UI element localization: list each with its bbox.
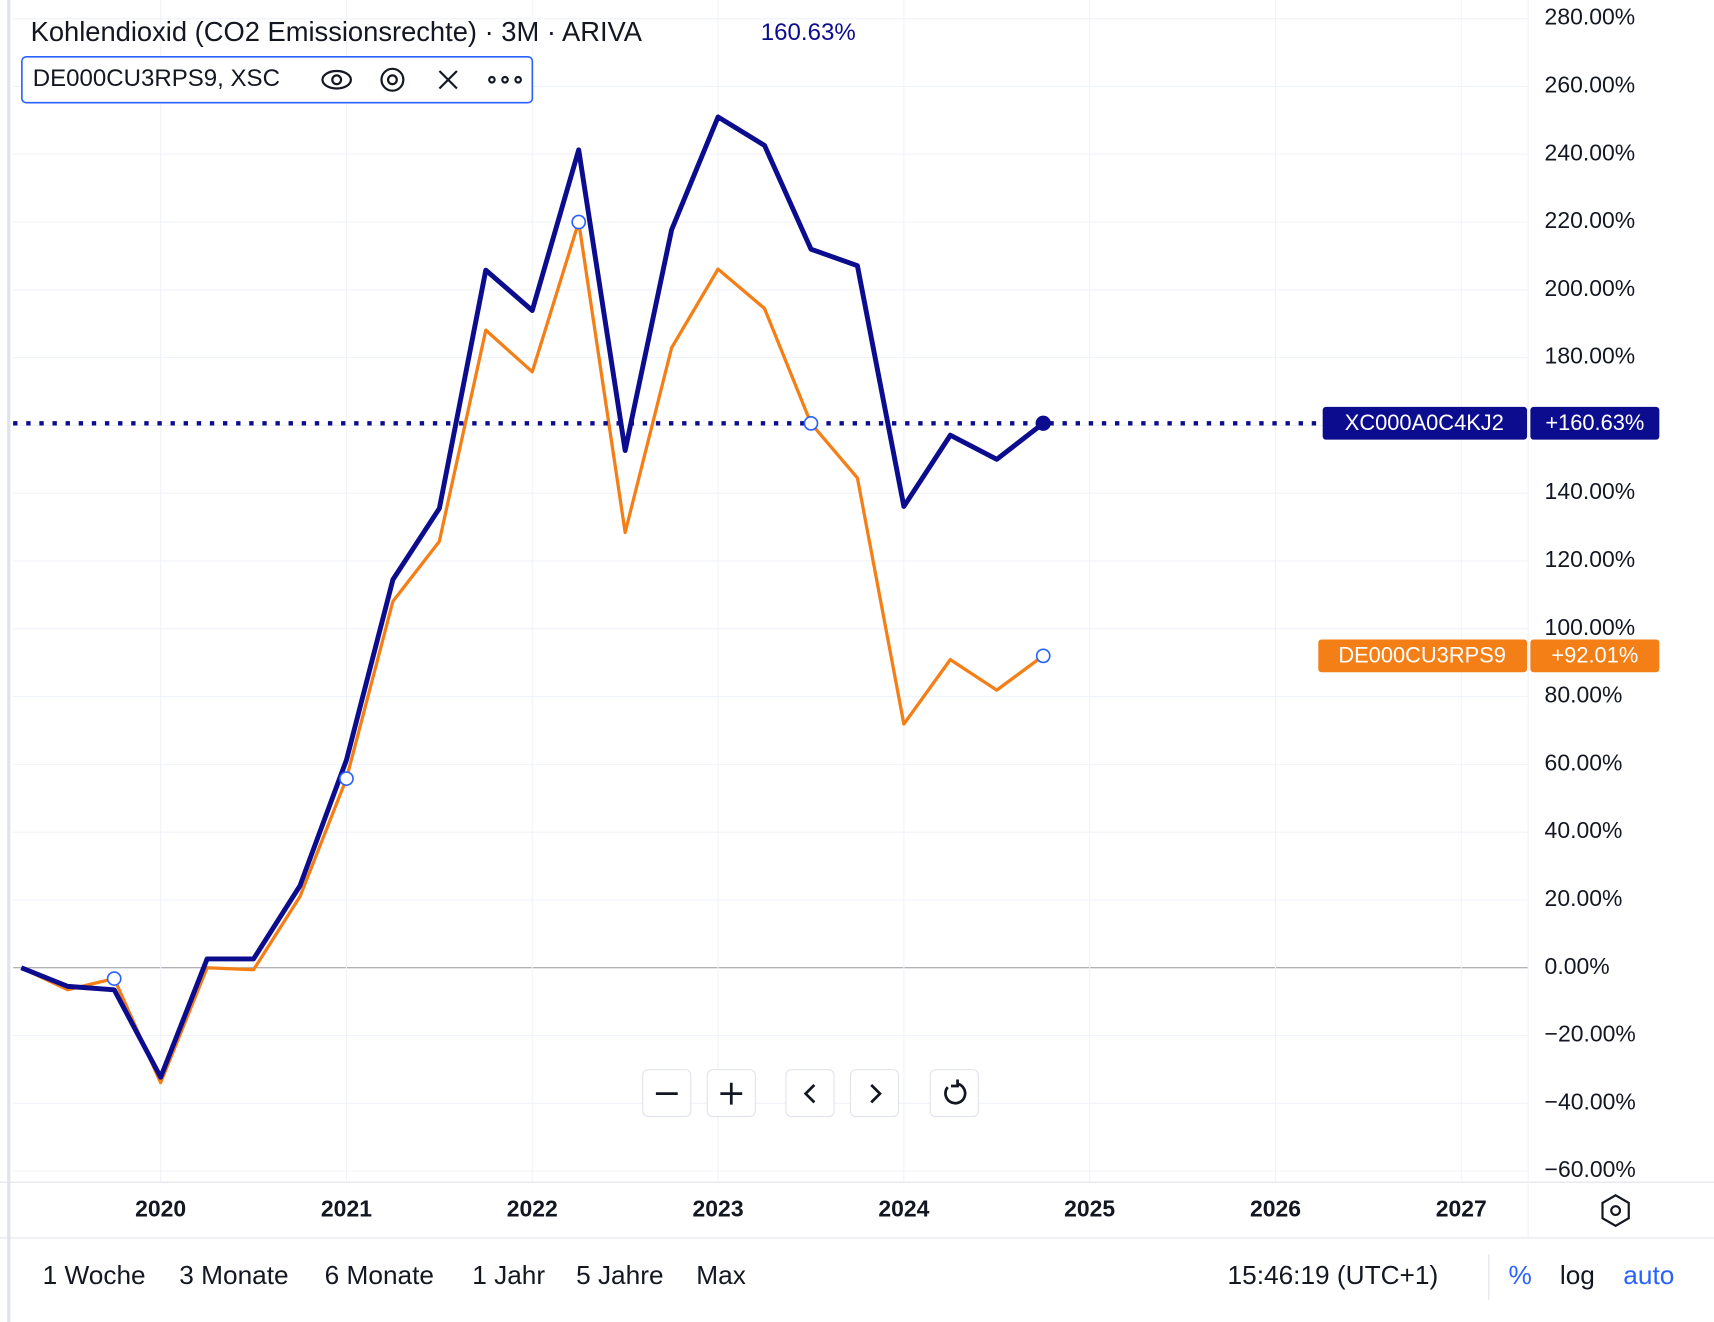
title-value: 160.63% [761, 19, 856, 46]
event-marker[interactable] [106, 971, 122, 986]
y-tick-label: 20.00% [1545, 885, 1623, 911]
settings-icon[interactable] [1601, 1193, 1630, 1228]
range-button[interactable]: 6 Monate [325, 1260, 434, 1290]
x-tick-label: 2025 [1064, 1196, 1115, 1222]
x-tick-label: 2027 [1436, 1196, 1487, 1222]
y-tick-label: 260.00% [1545, 72, 1636, 98]
zoom-controls[interactable] [642, 1069, 979, 1118]
y-tick-label: 120.00% [1545, 546, 1636, 572]
event-marker[interactable] [571, 214, 587, 230]
range-button[interactable]: 1 Jahr [472, 1260, 545, 1290]
y-tick-label: 240.00% [1545, 139, 1636, 165]
y-tick-label: 40.00% [1545, 817, 1623, 843]
scroll-right[interactable] [849, 1069, 900, 1118]
value-tag-label: +160.63% [1545, 410, 1644, 435]
y-tick-label: 80.00% [1545, 682, 1623, 708]
x-tick-label: 2026 [1250, 1196, 1301, 1222]
y-tick-label: 280.00% [1545, 4, 1636, 30]
legend-label: DE000CU3RPS9, XSC [33, 65, 280, 92]
y-tick-label: 60.00% [1545, 749, 1623, 775]
y-tick-label: 140.00% [1545, 478, 1636, 504]
value-tag-label: +92.01% [1551, 643, 1638, 668]
x-tick-label: 2023 [693, 1196, 744, 1222]
event-marker[interactable] [803, 415, 819, 431]
y-tick-label: 220.00% [1545, 207, 1636, 233]
series-tag [1318, 639, 1528, 673]
x-tick-label: 2024 [878, 1196, 929, 1222]
legend-icons [321, 67, 522, 92]
x-tick-label: 2022 [507, 1196, 558, 1222]
event-marker[interactable] [339, 771, 354, 786]
series-name-tag: DE000CU3RPS9 [1338, 643, 1506, 668]
scale-option[interactable]: % [1508, 1260, 1531, 1290]
value-tag [1530, 406, 1660, 440]
scale-option[interactable]: log [1560, 1260, 1595, 1290]
x-tick-label: 2021 [321, 1196, 372, 1222]
series-line [20, 220, 1045, 1085]
series-name-tag: XC000A0C4KJ2 [1345, 410, 1504, 435]
time-label: 15:46:19 (UTC+1) [1228, 1260, 1439, 1290]
value-tag [1530, 639, 1660, 673]
y-tick-label: 180.00% [1545, 343, 1636, 369]
scale-option[interactable]: auto [1623, 1260, 1674, 1290]
range-button[interactable]: 1 Woche [43, 1260, 146, 1290]
legend-box[interactable] [21, 55, 534, 104]
legend[interactable]: DE000CU3RPS9, XSC [21, 55, 534, 104]
x-tick-label: 2020 [135, 1196, 186, 1222]
scroll-left[interactable] [785, 1069, 835, 1118]
reset[interactable] [929, 1069, 979, 1118]
last-point [1035, 648, 1051, 664]
y-tick-label: 100.00% [1545, 614, 1636, 640]
series-tag [1322, 406, 1528, 440]
range-button[interactable]: 5 Jahre [576, 1260, 663, 1290]
chart-title: Kohlendioxid (CO2 Emissionsrechte) · 3M … [31, 16, 643, 47]
y-tick-label: −60.00% [1545, 1156, 1636, 1182]
series-line [20, 114, 1045, 1080]
last-point [1035, 415, 1051, 431]
y-tick-label: −20.00% [1545, 1021, 1636, 1047]
y-tick-label: 0.00% [1545, 953, 1610, 979]
y-tick-label: −40.00% [1545, 1088, 1636, 1114]
y-tick-label: 200.00% [1545, 275, 1636, 301]
range-button[interactable]: Max [696, 1260, 746, 1290]
range-button[interactable]: 3 Monate [179, 1260, 288, 1290]
